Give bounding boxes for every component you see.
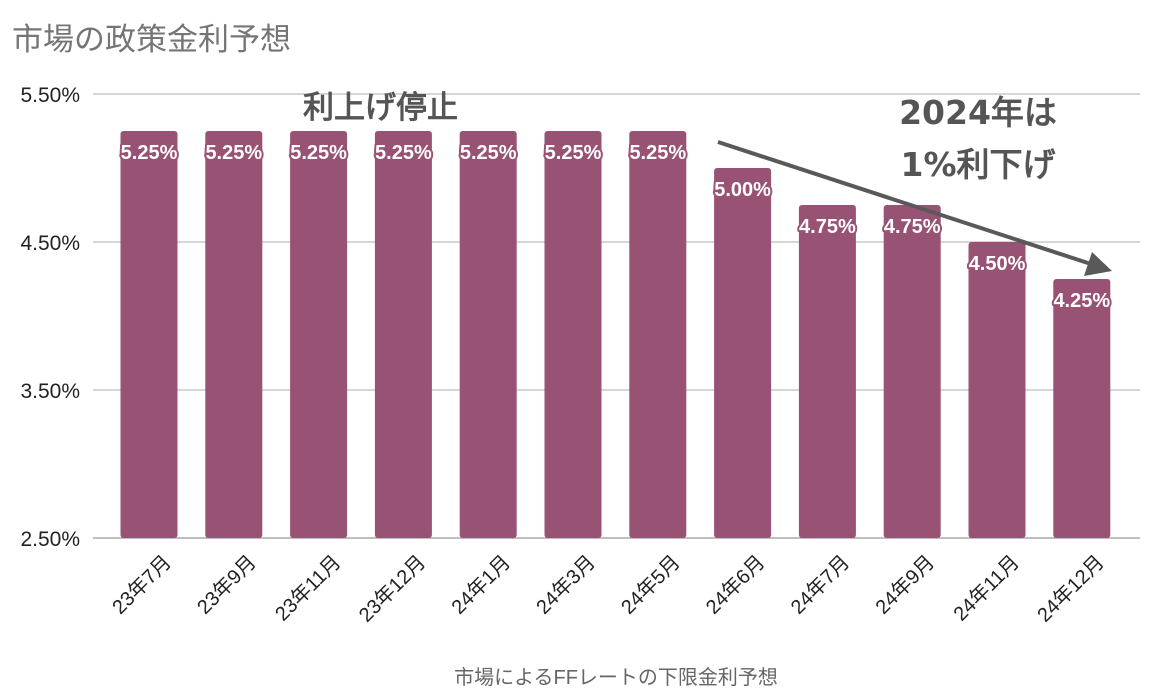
data-label: 5.25% <box>375 142 432 164</box>
data-label: 5.25% <box>629 142 686 164</box>
x-tick-label: 23年12月 <box>354 551 430 627</box>
x-tick-label: 24年7月 <box>786 551 854 619</box>
bar <box>544 131 602 538</box>
y-tick-label: 3.50% <box>20 380 80 403</box>
x-tick-label: 23年9月 <box>193 551 261 619</box>
data-label: 5.25% <box>121 142 178 164</box>
y-axis: 5.50% 4.50% 3.50% 2.50% <box>20 84 80 551</box>
bar <box>968 242 1026 538</box>
chart-title: 市場の政策金利予想 <box>12 22 291 58</box>
data-label: 4.75% <box>884 216 941 238</box>
bar <box>459 131 517 538</box>
annotation-cut-line1: 2024年は <box>899 93 1057 132</box>
y-tick-label: 5.50% <box>20 84 80 107</box>
bar <box>374 131 432 538</box>
bar <box>883 205 941 538</box>
data-label: 5.25% <box>460 142 517 164</box>
bar-series <box>120 131 1111 538</box>
data-label: 5.25% <box>290 142 347 164</box>
bar <box>629 131 687 538</box>
y-tick-label: 4.50% <box>20 232 80 255</box>
x-axis: 23年7月 23年9月 23年11月 23年12月 24年1月 24年3月 24年5月 24年… <box>108 551 1109 627</box>
x-tick-label: 24年1月 <box>447 551 515 619</box>
data-label: 5.25% <box>205 142 262 164</box>
y-tick-label: 2.50% <box>20 528 80 551</box>
data-label: 5.25% <box>545 142 602 164</box>
x-tick-label: 24年5月 <box>617 551 685 619</box>
data-label: 4.25% <box>1053 290 1110 312</box>
data-label: 5.00% <box>714 179 771 201</box>
x-tick-label: 24年3月 <box>532 551 600 619</box>
annotation-cut-line2: 1%利下げ <box>900 145 1055 184</box>
trend-arrow <box>717 140 1112 276</box>
data-label: 4.50% <box>969 253 1026 275</box>
x-tick-label: 24年11月 <box>949 551 1024 626</box>
bar <box>290 131 348 538</box>
bar <box>120 131 178 538</box>
bar <box>205 131 263 538</box>
data-label: 4.75% <box>799 216 856 238</box>
bar <box>798 205 856 538</box>
x-tick-label: 23年11月 <box>270 551 345 626</box>
annotation-pause: 利上げ停止 <box>303 90 458 126</box>
data-labels: 5.25% 5.25% 5.25% 5.25% 5.25% 5.25% 5.25% 5.00%… <box>119 140 1113 314</box>
x-tick-label: 23年7月 <box>108 551 176 619</box>
x-tick-label: 24年12月 <box>1033 551 1109 627</box>
bar <box>714 168 772 538</box>
bar <box>1053 279 1111 538</box>
x-tick-label: 24年6月 <box>701 551 769 619</box>
grid-lines <box>93 93 1140 539</box>
x-tick-label: 24年9月 <box>871 551 939 619</box>
x-axis-label: 市場によるFFレートの下限金利予想 <box>454 666 778 689</box>
